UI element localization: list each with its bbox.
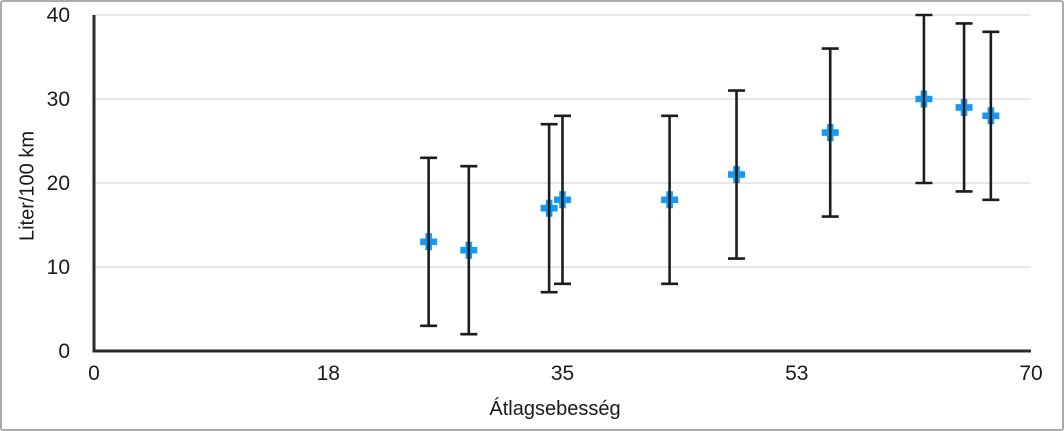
- x-tick-label: 18: [317, 362, 340, 385]
- y-tick-label: 20: [47, 172, 70, 195]
- x-tick-label: 35: [551, 362, 574, 385]
- y-tick-label: 10: [47, 256, 70, 279]
- x-tick-label: 53: [785, 362, 808, 385]
- y-tick-label: 30: [47, 88, 70, 111]
- x-axis-title: Átlagsebesség: [489, 398, 621, 420]
- y-tick-label: 40: [47, 4, 70, 27]
- x-tick-label: 70: [1019, 362, 1042, 385]
- y-tick-label: 0: [58, 340, 70, 363]
- x-tick-label: 0: [88, 362, 100, 385]
- y-axis-title: Liter/100 km: [16, 130, 39, 242]
